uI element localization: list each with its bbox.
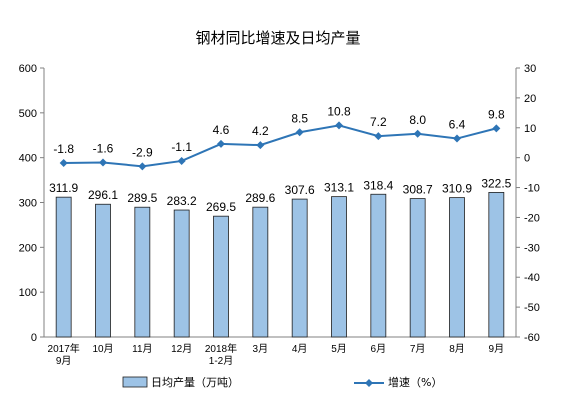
left-tick-label: 200 (19, 242, 37, 254)
bar (55, 196, 72, 338)
line-series (59, 121, 501, 171)
bar-value-label: 307.6 (285, 183, 315, 197)
right-tick-label: -30 (524, 242, 540, 254)
line-value-label: -2.9 (132, 145, 153, 159)
legend: 日均产量（万吨） 增速（%） (122, 375, 442, 389)
bar (252, 206, 269, 338)
line-point (138, 162, 147, 171)
line-value-label: 6.4 (449, 118, 466, 132)
right-tick-label: -10 (524, 183, 540, 195)
legend-bar-label: 日均产量（万吨） (151, 375, 239, 389)
line-value-label: 7.2 (370, 115, 387, 129)
line-point (374, 132, 383, 141)
line-point (413, 129, 422, 138)
bar-value-label: 313.1 (324, 181, 354, 195)
left-tick-label: 0 (31, 332, 37, 344)
line-point (256, 141, 265, 150)
right-axis-ticks: -60 -50 -40 -30 -20 -10 0 10 20 30 (516, 63, 540, 344)
line-value-label: -1.8 (53, 142, 74, 156)
line-value-label: 4.2 (252, 124, 269, 138)
category-label: 5月 (331, 343, 347, 355)
left-tick-label: 400 (19, 153, 37, 165)
bar-value-label: 283.2 (167, 194, 197, 208)
bar-series (55, 192, 505, 338)
category-label: 2017年 (48, 342, 80, 355)
line-point (217, 139, 225, 148)
legend-line-label: 增速（%） (388, 375, 442, 389)
left-tick-label: 300 (19, 198, 37, 210)
left-tick-label: 100 (19, 287, 37, 299)
line-value-label: -1.1 (171, 140, 192, 154)
category-label: 2018年 (205, 342, 237, 355)
bar-value-label: 269.5 (206, 200, 236, 214)
bar-value-label: 289.5 (127, 191, 157, 205)
right-tick-label: -50 (524, 302, 540, 314)
chart-title: 钢材同比增速及日均产量 (195, 29, 360, 47)
category-label: 9月 (489, 343, 505, 355)
category-label: 4月 (292, 343, 308, 355)
bar (331, 196, 347, 338)
line-value-label: 9.8 (488, 107, 505, 121)
right-tick-label: 30 (524, 63, 536, 75)
growth-line (63, 124, 497, 168)
bar (173, 209, 190, 338)
right-tick-label: -20 (524, 212, 540, 224)
legend-line-marker (365, 379, 373, 387)
bar-value-label: 308.7 (403, 183, 433, 197)
line-data-labels: -1.8 -1.6 -2.9 -1.1 4.6 4.2 8.5 10.8 7.2 8.0 6.4 9.… (53, 104, 505, 159)
right-tick-label: -60 (524, 332, 540, 344)
legend-bar-swatch (122, 376, 148, 388)
left-tick-label: 500 (19, 108, 37, 120)
line-value-label: 8.0 (409, 113, 426, 127)
category-label: 11月 (132, 343, 152, 355)
bar (134, 206, 151, 338)
line-point (295, 128, 304, 137)
line-value-label: -1.6 (93, 141, 114, 155)
category-label: 8月 (449, 343, 465, 355)
category-label: 3月 (253, 343, 269, 355)
right-tick-label: 0 (524, 153, 530, 165)
category-label: 7月 (410, 343, 426, 355)
line-value-label: 8.5 (291, 111, 308, 125)
bar (409, 198, 426, 338)
bar (291, 198, 308, 338)
line-point (59, 159, 68, 168)
bar (449, 197, 465, 338)
bar-value-label: 289.6 (245, 191, 275, 205)
bar-value-label: 322.5 (481, 176, 511, 190)
line-point (453, 134, 461, 143)
line-point (335, 121, 343, 130)
right-tick-label: -40 (524, 272, 540, 284)
category-label: 9月 (56, 355, 72, 367)
bar-data-labels: 311.9 296.1 289.5 283.2 269.5 289.6 307.6 313.1… (49, 176, 512, 214)
category-label: 6月 (371, 343, 387, 355)
left-axis-ticks: 0 100 200 300 400 500 600 (19, 63, 44, 344)
bar-value-label: 296.1 (88, 188, 118, 202)
line-point (492, 124, 501, 133)
bar (213, 215, 229, 338)
bar (370, 193, 387, 338)
line-point (99, 158, 107, 167)
right-tick-label: 10 (524, 123, 536, 135)
bar (95, 203, 111, 338)
line-point (177, 156, 186, 165)
bar-value-label: 310.9 (442, 182, 472, 196)
category-label: 12月 (171, 343, 192, 355)
line-value-label: 4.6 (213, 123, 230, 137)
line-value-label: 10.8 (327, 104, 351, 118)
left-tick-label: 600 (19, 63, 37, 75)
bar-value-label: 311.9 (49, 181, 78, 195)
bar-value-label: 318.4 (363, 178, 393, 192)
category-label: 1-2月 (209, 355, 233, 367)
right-tick-label: 20 (524, 93, 536, 105)
category-label: 10月 (92, 343, 113, 355)
bar (488, 192, 505, 338)
